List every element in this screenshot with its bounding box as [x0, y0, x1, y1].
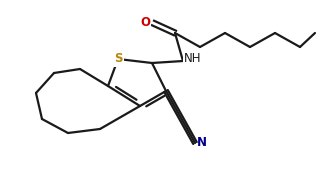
Text: S: S: [114, 52, 122, 66]
Text: N: N: [197, 136, 207, 150]
Text: NH: NH: [184, 52, 202, 66]
Text: O: O: [140, 16, 150, 30]
